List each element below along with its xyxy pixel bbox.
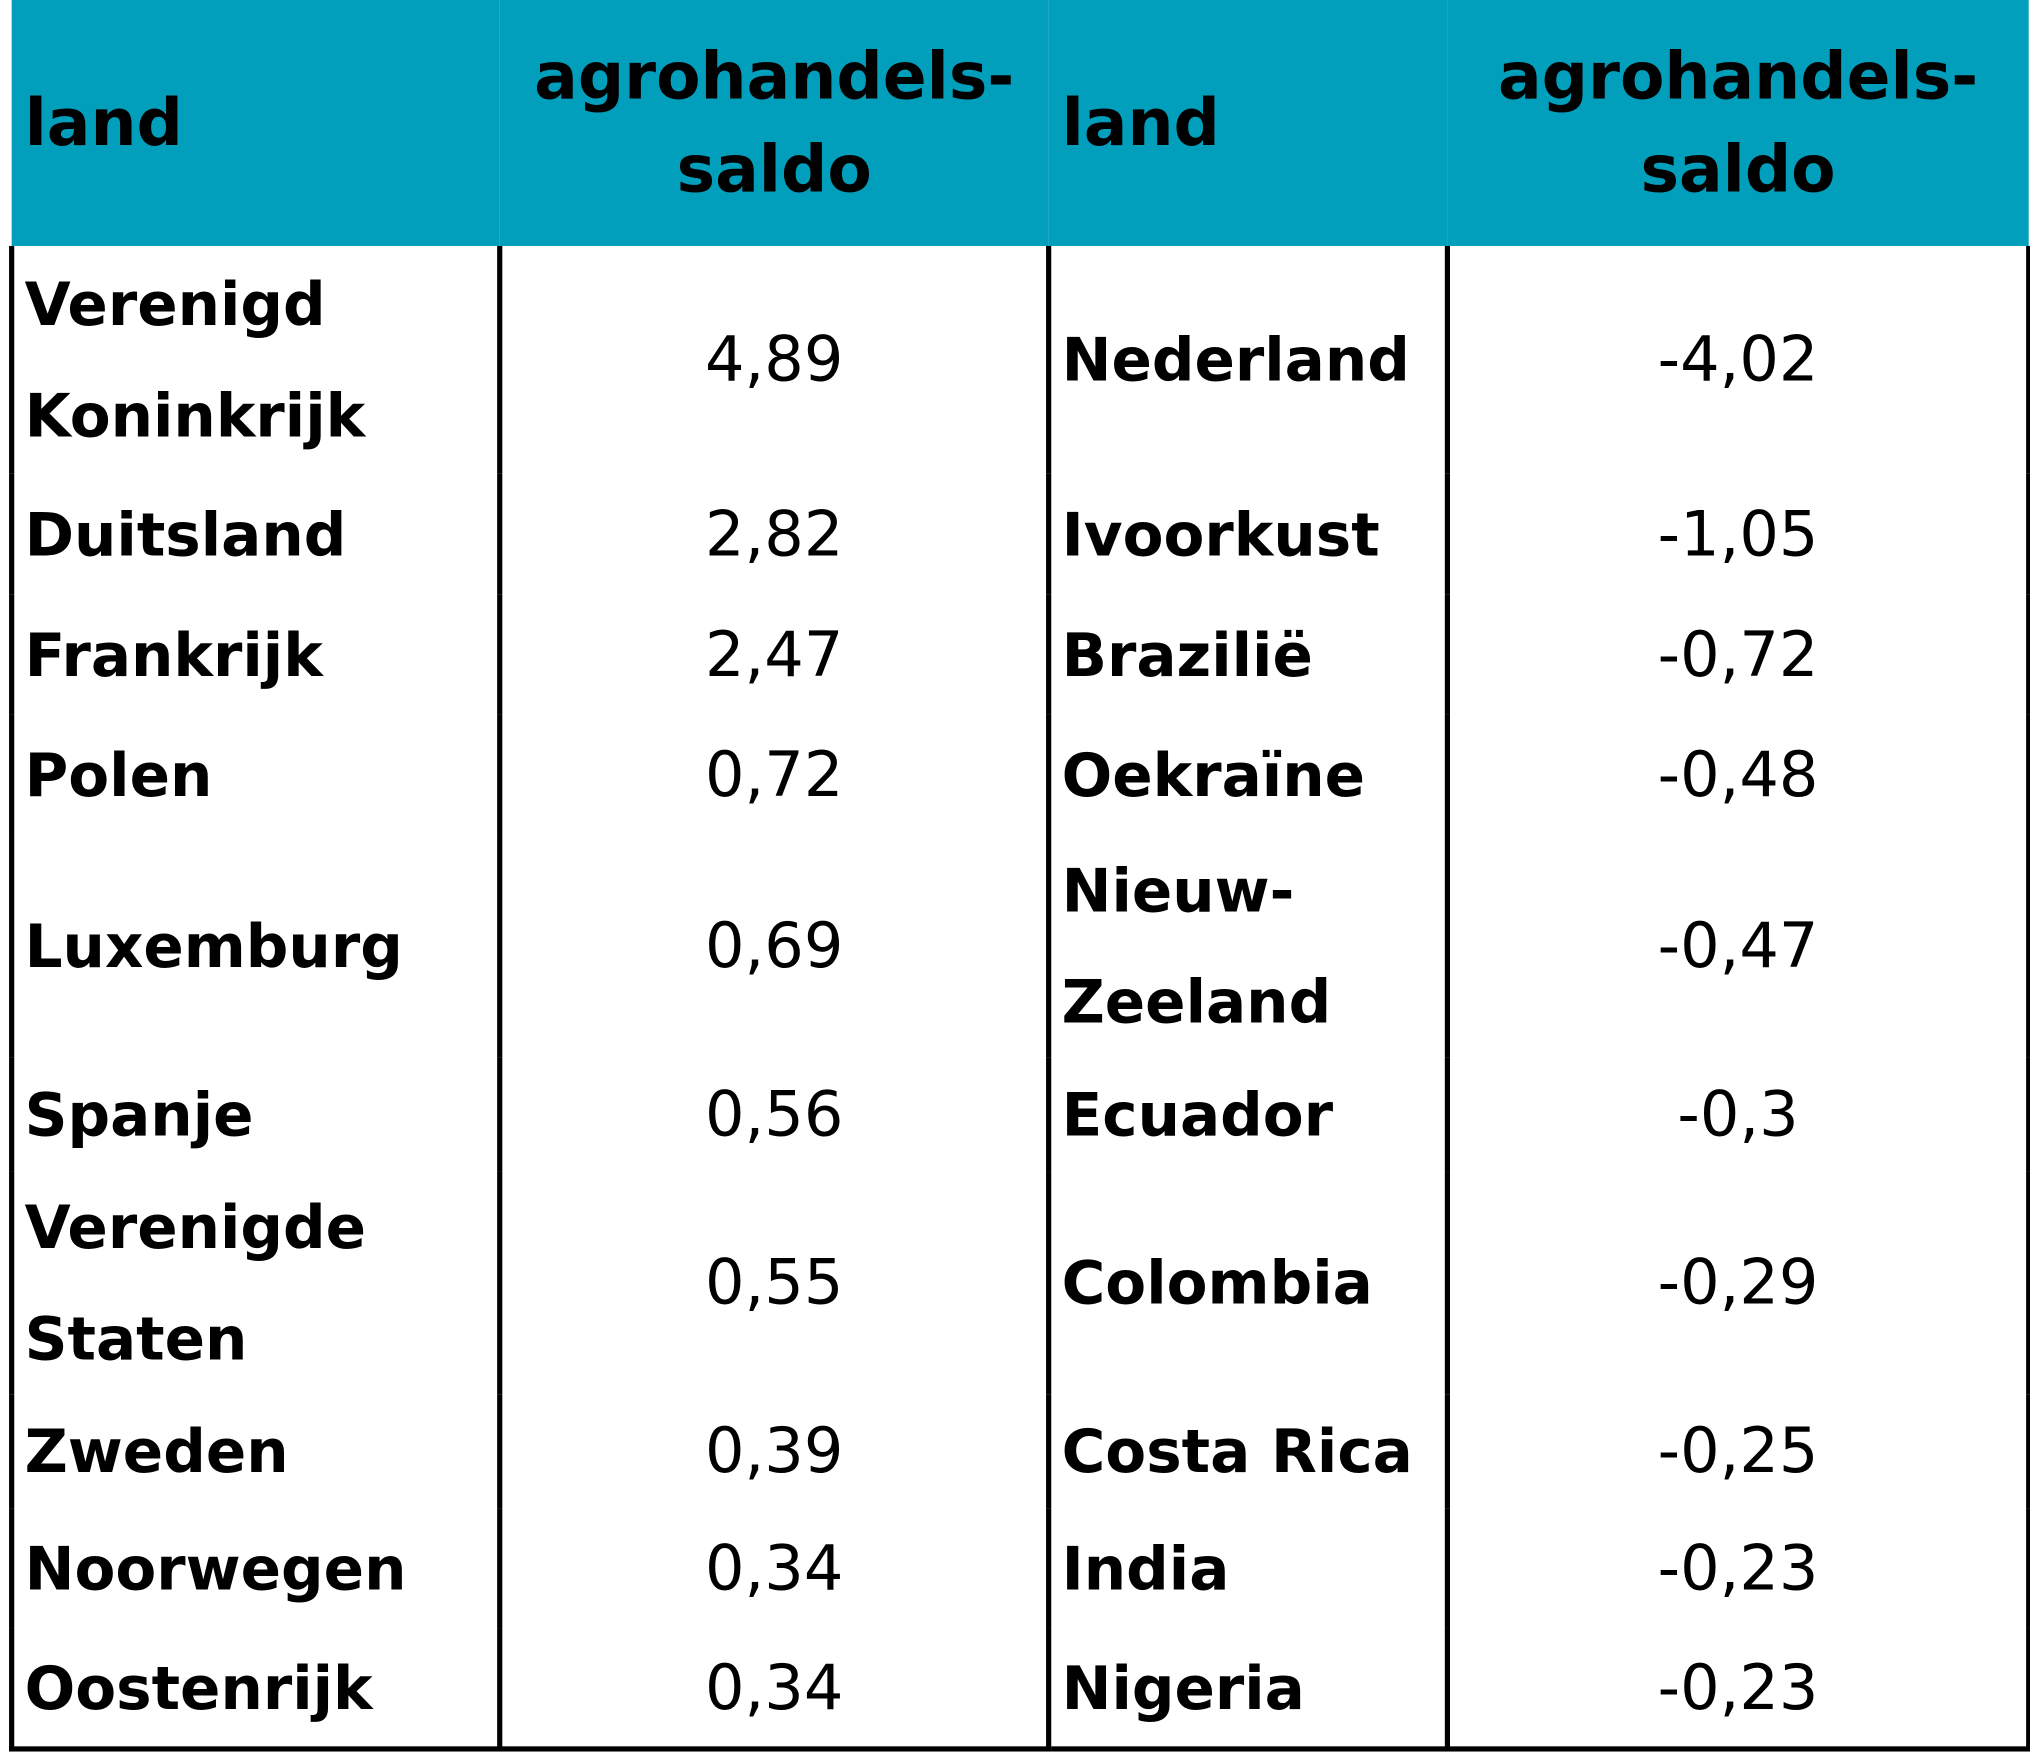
value-cell-right: -0,23	[1444, 1628, 2030, 1752]
table-row: Noorwegen 0,34 India -0,23	[9, 1508, 2030, 1629]
table-row: Frankrijk 2,47 Brazilië -0,72	[9, 594, 2030, 715]
value-cell-right: -0,23	[1444, 1508, 2030, 1629]
country-cell-left: Verenigde Staten	[9, 1171, 503, 1395]
table-row: Spanje 0,56 Ecuador -0,3	[9, 1057, 2030, 1172]
country-cell-right: Brazilië	[1046, 594, 1450, 715]
table-row: Luxemburg 0,69 Nieuw- Zeeland -0,47	[9, 834, 2030, 1058]
country-cell-left: Zweden	[9, 1394, 503, 1509]
country-cell-right: Nederland	[1046, 245, 1450, 474]
table-header-row: land agrohandels-saldo land agrohandels-…	[11, 0, 2029, 246]
value-cell-left: 2,82	[497, 473, 1052, 595]
country-cell-left: Noorwegen	[9, 1508, 503, 1629]
value-cell-left: 0,34	[497, 1508, 1052, 1629]
table-row: Zweden 0,39 Costa Rica -0,25	[9, 1394, 2030, 1509]
country-cell-left: Luxemburg	[9, 834, 503, 1058]
value-cell-right: -0,3	[1444, 1057, 2030, 1172]
table-row: Verenigd Koninkrijk 4,89 Nederland -4,02	[9, 245, 2030, 474]
country-cell-left: Oostenrijk	[9, 1628, 503, 1752]
value-cell-right: -0,48	[1444, 714, 2030, 835]
country-cell-right: Colombia	[1046, 1171, 1450, 1395]
table-row: Duitsland 2,82 Ivoorkust -1,05	[9, 473, 2030, 595]
value-cell-right: -1,05	[1444, 473, 2030, 595]
country-cell-right: Costa Rica	[1046, 1394, 1450, 1509]
header-saldo-left: agrohandels-saldo	[534, 38, 1015, 208]
value-cell-left: 0,56	[497, 1057, 1052, 1172]
value-cell-left: 0,39	[497, 1394, 1052, 1509]
value-cell-right: -0,25	[1444, 1394, 2030, 1509]
header-land-left: land	[24, 85, 183, 161]
value-cell-left: 0,72	[497, 714, 1052, 835]
value-cell-left: 0,69	[497, 834, 1052, 1058]
value-cell-right: -4,02	[1444, 245, 2030, 474]
value-cell-right: -0,29	[1444, 1171, 2030, 1395]
table-row: Verenigde Staten 0,55 Colombia -0,29	[9, 1171, 2030, 1395]
country-cell-left: Spanje	[9, 1057, 503, 1172]
country-cell-right: Nigeria	[1046, 1628, 1450, 1752]
value-cell-left: 0,55	[497, 1171, 1052, 1395]
country-cell-left: Frankrijk	[9, 594, 503, 715]
country-cell-left: Verenigd Koninkrijk	[9, 245, 503, 474]
table-row: Polen 0,72 Oekraïne -0,48	[9, 714, 2030, 835]
country-cell-right: Ivoorkust	[1046, 473, 1450, 595]
table-row: Oostenrijk 0,34 Nigeria -0,23	[9, 1628, 2030, 1752]
value-cell-left: 2,47	[497, 594, 1052, 715]
header-land-right: land	[1061, 85, 1220, 161]
country-cell-right: Oekraïne	[1046, 714, 1450, 835]
value-cell-left: 0,34	[497, 1628, 1052, 1752]
value-cell-right: -0,72	[1444, 594, 2030, 715]
country-cell-left: Polen	[9, 714, 503, 835]
header-saldo-right: agrohandels-saldo	[1497, 38, 1979, 208]
value-cell-right: -0,47	[1444, 834, 2030, 1058]
value-cell-left: 4,89	[497, 245, 1052, 474]
country-cell-left: Duitsland	[9, 473, 503, 595]
country-cell-right: Ecuador	[1046, 1057, 1450, 1172]
country-cell-right: Nieuw- Zeeland	[1046, 834, 1450, 1058]
agro-trade-balance-table: land agrohandels-saldo land agrohandels-…	[9, 0, 2030, 1752]
country-cell-right: India	[1046, 1508, 1450, 1629]
